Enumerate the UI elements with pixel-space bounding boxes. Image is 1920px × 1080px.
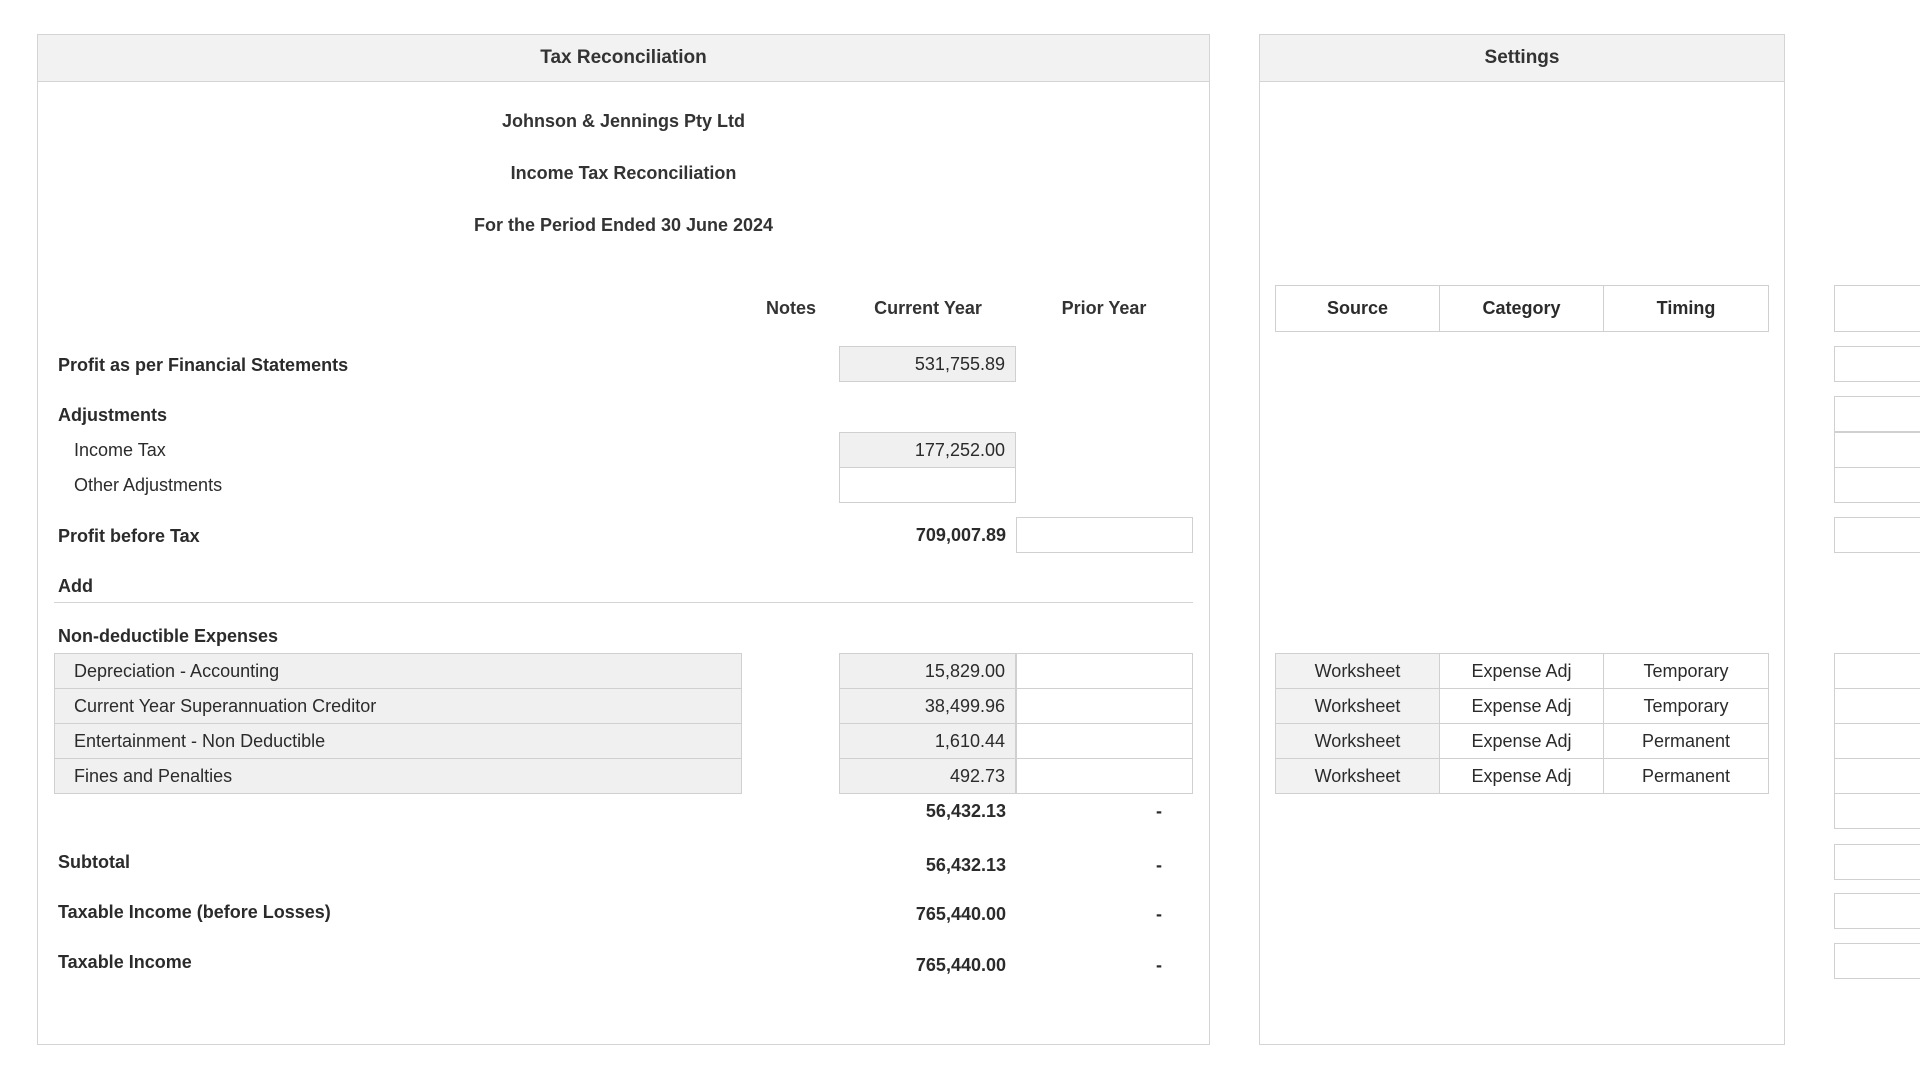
settings-category-cell[interactable]: Expense Adj	[1439, 723, 1604, 759]
other-adjustments-label: Other Adjustments	[74, 475, 223, 495]
offscreen-cell[interactable]	[1834, 893, 1920, 929]
income-tax-current-cell[interactable]: 177,252.00	[839, 432, 1016, 468]
nde-item-current-cell[interactable]: 15,829.00	[839, 653, 1016, 689]
nde-item-current-cell[interactable]: 1,610.44	[839, 723, 1016, 759]
nde-total-current: 56,432.13	[925, 800, 1006, 821]
income-tax-label: Income Tax	[74, 440, 166, 460]
subtotal-label: Subtotal	[58, 852, 130, 872]
nde-item-label[interactable]: Current Year Superannuation Creditor	[54, 688, 742, 724]
nde-total-prior: -	[1156, 800, 1162, 821]
offscreen-cell[interactable]	[1834, 653, 1920, 689]
taxable-before-losses-prior: -	[1156, 903, 1162, 924]
profit-fs-label: Profit as per Financial Statements	[58, 355, 349, 375]
settings-source-cell[interactable]: Worksheet	[1275, 758, 1440, 794]
settings-header-timing: Timing	[1603, 285, 1769, 332]
offscreen-cell[interactable]	[1834, 285, 1920, 332]
settings-timing-cell[interactable]: Temporary	[1603, 688, 1769, 724]
offscreen-cell[interactable]	[1834, 723, 1920, 759]
settings-timing-cell[interactable]: Permanent	[1603, 758, 1769, 794]
nde-item-prior-cell[interactable]	[1016, 688, 1193, 724]
nde-heading: Non-deductible Expenses	[58, 626, 279, 646]
offscreen-cell[interactable]	[1834, 793, 1920, 829]
offscreen-cell[interactable]	[1834, 844, 1920, 880]
taxable-before-losses-label: Taxable Income (before Losses)	[58, 902, 331, 922]
settings-source-cell[interactable]: Worksheet	[1275, 653, 1440, 689]
settings-source-cell[interactable]: Worksheet	[1275, 688, 1440, 724]
add-divider	[54, 602, 1193, 603]
offscreen-cell[interactable]	[1834, 943, 1920, 979]
settings-category-cell[interactable]: Expense Adj	[1439, 758, 1604, 794]
nde-item-current-cell[interactable]: 38,499.96	[839, 688, 1016, 724]
settings-category-cell[interactable]: Expense Adj	[1439, 688, 1604, 724]
nde-item-prior-cell[interactable]	[1016, 653, 1193, 689]
profit-fs-current-cell[interactable]: 531,755.89	[839, 346, 1016, 382]
settings-panel: Settings	[1259, 34, 1785, 1045]
settings-timing-cell[interactable]: Temporary	[1603, 653, 1769, 689]
offscreen-cell[interactable]	[1834, 517, 1920, 553]
taxable-before-losses-current: 765,440.00	[915, 903, 1006, 924]
nde-item-label[interactable]: Entertainment - Non Deductible	[54, 723, 742, 759]
taxable-income-label: Taxable Income	[58, 952, 192, 972]
add-heading: Add	[58, 576, 93, 596]
tax-reconciliation-panel: Tax Reconciliation Johnson & Jennings Pt…	[37, 34, 1210, 1045]
column-header-current-year: Current Year	[874, 298, 982, 318]
nde-item-prior-cell[interactable]	[1016, 723, 1193, 759]
report-title: Income Tax Reconciliation	[510, 163, 737, 183]
settings-category-cell[interactable]: Expense Adj	[1439, 653, 1604, 689]
other-adjustments-current-cell[interactable]	[839, 467, 1016, 503]
offscreen-cell[interactable]	[1834, 432, 1920, 468]
offscreen-cell[interactable]	[1834, 396, 1920, 432]
offscreen-cell[interactable]	[1834, 688, 1920, 724]
taxable-income-prior: -	[1156, 954, 1162, 975]
settings-timing-cell[interactable]: Permanent	[1603, 723, 1769, 759]
nde-item-prior-cell[interactable]	[1016, 758, 1193, 794]
profit-before-tax-current: 709,007.89	[915, 524, 1006, 545]
adjustments-heading: Adjustments	[58, 405, 168, 425]
report-period: For the Period Ended 30 June 2024	[473, 215, 774, 235]
offscreen-cell[interactable]	[1834, 346, 1920, 382]
nde-item-current-cell[interactable]: 492.73	[839, 758, 1016, 794]
settings-source-cell[interactable]: Worksheet	[1275, 723, 1440, 759]
settings-header-source: Source	[1275, 285, 1440, 332]
panel-header-settings: Settings	[1260, 35, 1784, 82]
column-header-notes: Notes	[765, 298, 816, 318]
taxable-income-current: 765,440.00	[915, 954, 1006, 975]
profit-before-tax-label: Profit before Tax	[58, 526, 200, 546]
nde-item-label[interactable]: Depreciation - Accounting	[54, 653, 742, 689]
column-header-prior-year: Prior Year	[1061, 298, 1147, 318]
panel-header-tax-reconciliation: Tax Reconciliation	[38, 35, 1209, 82]
offscreen-cell[interactable]	[1834, 758, 1920, 794]
subtotal-prior: -	[1156, 854, 1162, 875]
profit-before-tax-prior-cell[interactable]	[1016, 517, 1193, 553]
company-name: Johnson & Jennings Pty Ltd	[501, 111, 745, 131]
offscreen-cell[interactable]	[1834, 467, 1920, 503]
settings-header-category: Category	[1439, 285, 1604, 332]
subtotal-current: 56,432.13	[925, 854, 1006, 875]
nde-item-label[interactable]: Fines and Penalties	[54, 758, 742, 794]
